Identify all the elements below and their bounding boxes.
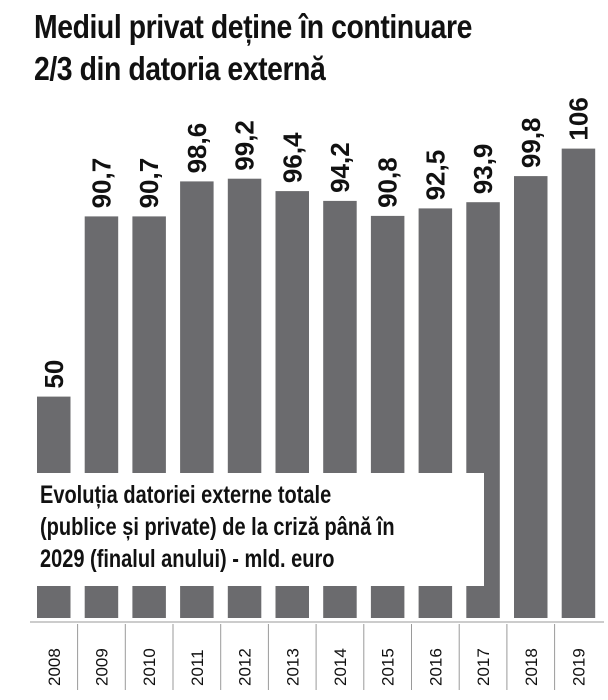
x-tick-label-2010: 2010 bbox=[140, 648, 159, 686]
chart-note-line-3: 2029 (finalul anului) - mld. euro bbox=[40, 545, 335, 573]
x-tick-label-2018: 2018 bbox=[522, 648, 541, 686]
chart-note-line-2: (publice și private) de la criză până în bbox=[40, 513, 395, 541]
value-label-2019: 106 bbox=[564, 97, 594, 140]
value-label-2013: 96,4 bbox=[277, 132, 307, 183]
chart-title-line-2: 2/3 din datoria externă bbox=[34, 50, 326, 87]
value-label-2017: 93,9 bbox=[468, 144, 498, 195]
value-label-2010: 90,7 bbox=[134, 158, 164, 209]
chart-title: Mediul privat deține în continuare 2/3 d… bbox=[34, 6, 524, 90]
value-label-2018: 99,8 bbox=[516, 117, 546, 168]
value-label-2008: 50 bbox=[39, 360, 69, 389]
value-label-2012: 99,2 bbox=[230, 120, 260, 171]
x-tick-label-2015: 2015 bbox=[379, 648, 398, 686]
value-label-2014: 94,2 bbox=[325, 142, 355, 193]
value-label-2011: 98,6 bbox=[182, 123, 212, 174]
x-tick-label-2019: 2019 bbox=[570, 648, 589, 686]
chart-note-line-1: Evoluția datoriei externe totale bbox=[40, 481, 332, 509]
x-tick-label-2012: 2012 bbox=[236, 648, 255, 686]
x-tick-label-2008: 2008 bbox=[45, 648, 64, 686]
chart-note: Evoluția datoriei externe totale (public… bbox=[40, 479, 456, 575]
bar-2018 bbox=[514, 176, 548, 618]
value-label-2016: 92,5 bbox=[420, 150, 450, 201]
x-tick-label-2014: 2014 bbox=[331, 648, 350, 686]
chart-note-box: Evoluția datoriei externe totale (public… bbox=[32, 473, 484, 586]
bar-2019 bbox=[561, 148, 596, 618]
x-tick-label-2011: 2011 bbox=[188, 649, 207, 686]
value-label-2009: 90,7 bbox=[87, 158, 117, 209]
value-label-2015: 90,8 bbox=[373, 157, 403, 208]
x-tick-label-2016: 2016 bbox=[426, 648, 445, 686]
x-tick-label-2013: 2013 bbox=[283, 648, 302, 686]
x-tick-label-2017: 2017 bbox=[474, 648, 493, 686]
chart-title-line-1: Mediul privat deține în continuare bbox=[34, 8, 472, 45]
x-tick-label-2009: 2009 bbox=[93, 648, 112, 686]
